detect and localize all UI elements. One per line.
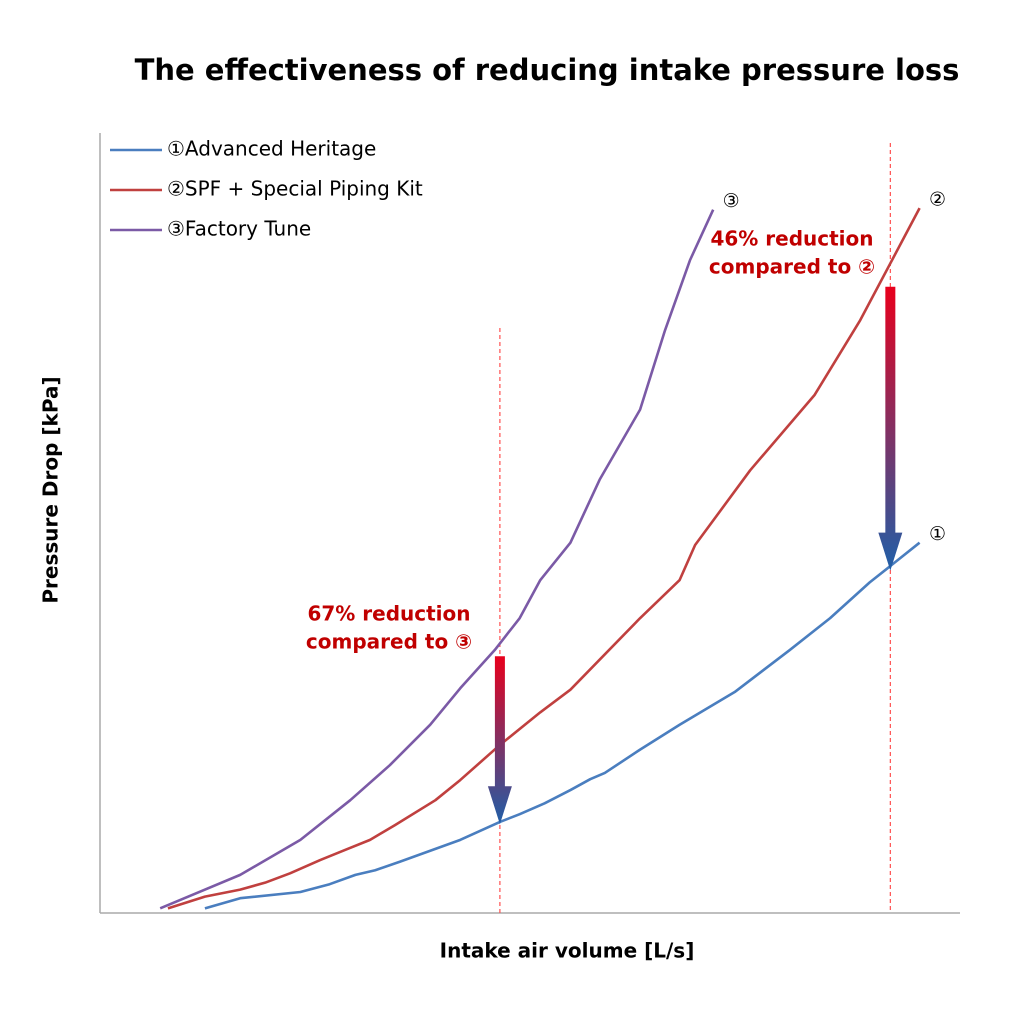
series-line xyxy=(159,209,715,910)
end-label: ③ xyxy=(723,190,740,212)
chart-title: The effectiveness of reducing intake pre… xyxy=(135,53,960,87)
annotation-text: 67% reduction xyxy=(307,602,470,626)
x-axis-label: Intake air volume [L/s] xyxy=(440,939,695,963)
legend-label: ②SPF + Special Piping Kit xyxy=(167,177,423,201)
legend-label: ①Advanced Heritage xyxy=(167,137,376,161)
legend-label: ③Factory Tune xyxy=(167,217,311,241)
end-label: ② xyxy=(929,189,946,211)
arrow xyxy=(878,286,903,571)
annotation-text: 46% reduction xyxy=(710,227,873,251)
y-axis-label: Pressure Drop [kPa] xyxy=(39,376,63,603)
end-label: ① xyxy=(929,523,946,545)
annotation-text: compared to ② xyxy=(709,255,875,279)
annotation-text: compared to ③ xyxy=(306,630,472,654)
series-line xyxy=(167,207,921,910)
arrow xyxy=(487,656,512,825)
series-line xyxy=(204,541,921,910)
